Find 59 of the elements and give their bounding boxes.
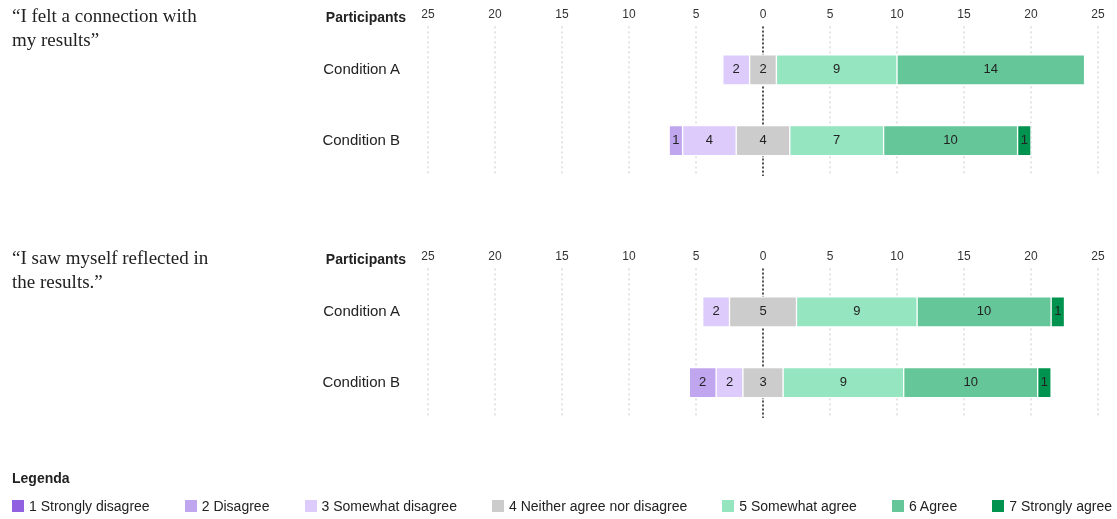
x-tick-label: 10 bbox=[622, 6, 636, 21]
data-label: 2 bbox=[699, 374, 707, 390]
data-label: 10 bbox=[976, 303, 992, 319]
data-label: 1 bbox=[672, 132, 680, 148]
x-tick-label: 15 bbox=[555, 248, 569, 263]
data-label: 2 bbox=[725, 374, 734, 390]
x-tick-label: 0 bbox=[759, 248, 767, 263]
y-tick-label: Condition B bbox=[322, 372, 400, 390]
y-axis-title: “I saw myself reflected in the results.” bbox=[12, 247, 209, 293]
legend-label: 1 Strongly disagree bbox=[29, 498, 150, 514]
x-tick-label: 25 bbox=[1091, 6, 1105, 21]
x-axis-title: Participants bbox=[325, 250, 407, 267]
data-label: 1 bbox=[1040, 374, 1049, 390]
data-label: 5 bbox=[759, 303, 767, 319]
x-tick-label: 10 bbox=[622, 248, 636, 263]
x-tick-label: 15 bbox=[957, 248, 971, 263]
y-tick-label: Condition A bbox=[323, 59, 400, 77]
legend-label: 7 Strongly agree bbox=[1009, 498, 1112, 514]
data-label: 9 bbox=[839, 374, 848, 390]
data-label: 3 bbox=[759, 374, 767, 390]
data-label: 4 bbox=[705, 132, 714, 148]
x-tick-label: 20 bbox=[1024, 248, 1038, 263]
x-tick-label: 20 bbox=[488, 6, 502, 21]
data-label: 2 bbox=[732, 61, 740, 77]
legend-label: 2 Disagree bbox=[201, 498, 270, 514]
x-tick-label: 5 bbox=[692, 6, 700, 21]
y-axis-title: “I felt a connection with my results” bbox=[12, 5, 198, 51]
x-tick-label: 10 bbox=[890, 6, 904, 21]
x-tick-label: 20 bbox=[1024, 6, 1038, 21]
data-label: 10 bbox=[963, 374, 978, 390]
x-tick-label: 5 bbox=[826, 6, 834, 21]
legend-title: Legenda bbox=[12, 470, 71, 486]
data-label: 10 bbox=[943, 132, 958, 148]
data-label: 1 bbox=[1054, 303, 1062, 319]
data-label: 1 bbox=[1020, 132, 1028, 148]
x-tick-label: 15 bbox=[957, 6, 971, 21]
data-label: 14 bbox=[983, 61, 999, 77]
x-tick-label: 20 bbox=[488, 248, 502, 263]
legend-label: 4 Neither agree nor disagree bbox=[509, 498, 688, 514]
y-tick-label: Condition A bbox=[323, 301, 400, 319]
data-label: 4 bbox=[759, 132, 767, 148]
x-tick-label: 5 bbox=[826, 248, 834, 263]
legend-label: 3 Somewhat disagree bbox=[321, 498, 457, 514]
x-tick-label: 25 bbox=[421, 248, 435, 263]
x-tick-label: 25 bbox=[1091, 248, 1105, 263]
x-tick-label: 0 bbox=[759, 6, 767, 21]
data-label: 7 bbox=[833, 132, 841, 148]
x-tick-label: 25 bbox=[421, 6, 435, 21]
data-label: 2 bbox=[759, 61, 767, 77]
data-label: 9 bbox=[853, 303, 861, 319]
x-axis-title: Participants bbox=[325, 8, 407, 25]
y-tick-label: Condition B bbox=[322, 130, 400, 148]
x-tick-label: 5 bbox=[692, 248, 700, 263]
legend-label: 6 Agree bbox=[908, 498, 958, 514]
data-label: 9 bbox=[833, 61, 841, 77]
x-tick-label: 10 bbox=[890, 248, 904, 263]
data-label: 2 bbox=[712, 303, 720, 319]
legend-label: 5 Somewhat agree bbox=[739, 498, 857, 514]
x-tick-label: 15 bbox=[555, 6, 569, 21]
